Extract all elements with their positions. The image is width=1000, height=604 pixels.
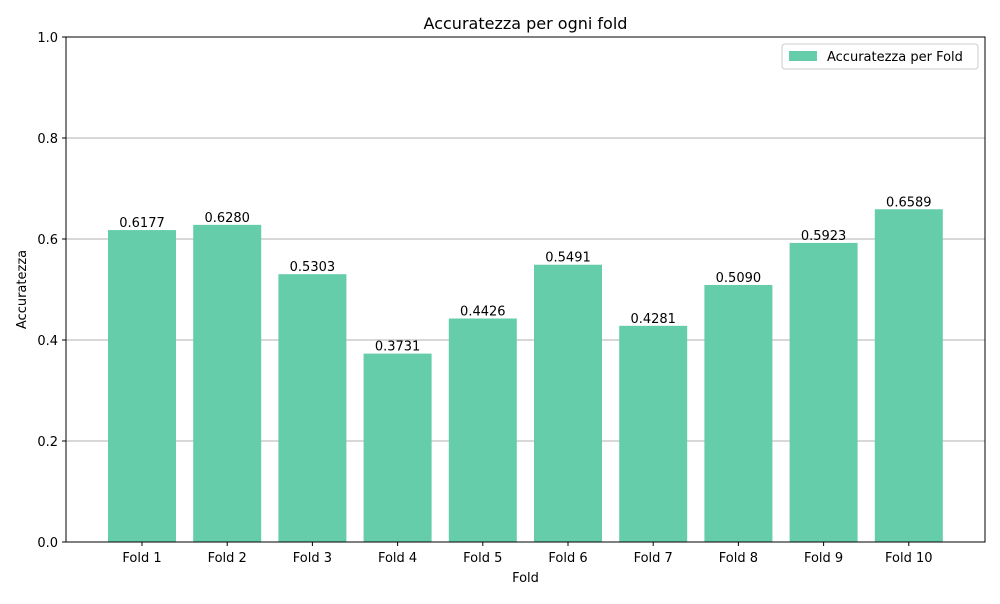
x-tick-label: Fold 3 [293,551,332,566]
bar-value-label: 0.4281 [630,312,676,327]
bar [363,353,432,542]
x-tick-label: Fold 5 [463,551,502,566]
bar [704,284,773,542]
x-tick-label: Fold 10 [885,551,933,566]
bar [789,242,858,543]
y-tick-label: 1.0 [37,31,58,46]
y-tick-label: 0.2 [37,435,58,450]
bar [619,325,688,542]
x-tick-label: Fold 6 [548,551,587,566]
bar-value-label: 0.5491 [545,251,591,266]
bar-value-label: 0.6177 [119,216,165,231]
bar-value-label: 0.6589 [886,195,932,210]
bar-value-label: 0.5303 [290,260,336,275]
legend-label: Accuratezza per Fold [827,50,963,65]
bar-value-label: 0.5090 [716,271,762,286]
bar-value-label: 0.4426 [460,304,506,319]
x-tick-label: Fold 9 [804,551,843,566]
y-tick-label: 0.6 [37,233,58,248]
bar [534,264,602,542]
bar [448,318,517,542]
bar [108,230,176,542]
y-axis-ticks: 0.0 0.2 0.4 0.6 0.8 1.0 [37,31,66,551]
x-tick-label: Fold 1 [122,551,161,566]
legend-box [781,43,979,70]
plot-frame [65,36,986,543]
x-tick-label: Fold 8 [719,551,758,566]
bar [193,224,262,543]
y-tick-label: 0.8 [37,132,58,147]
data-labels: 0.6177 0.6280 0.5303 0.3731 0.4426 0.5491 0.42… [119,195,931,354]
bar-value-label: 0.6280 [204,211,250,226]
x-tick-label: Fold 7 [634,551,673,566]
x-axis-title: Fold [512,571,539,586]
x-tick-label: Fold 4 [378,551,417,566]
bar [278,274,347,542]
y-axis-title: Accuratezza [15,250,30,329]
y-tick-label: 0.0 [37,536,58,551]
y-tick-label: 0.4 [37,334,58,349]
legend: Accuratezza per Fold [781,43,979,70]
x-axis-ticks: Fold 1 Fold 2 Fold 3 Fold 4 Fold 5 Fold 6 Fold… [122,542,933,566]
bars [108,209,943,543]
x-tick-label: Fold 2 [208,551,247,566]
bar-value-label: 0.3731 [375,340,421,355]
legend-swatch [789,51,817,61]
bar-value-label: 0.5923 [801,229,847,244]
chart-title: Accuratezza per ogni fold [424,14,628,33]
bar [874,209,943,542]
